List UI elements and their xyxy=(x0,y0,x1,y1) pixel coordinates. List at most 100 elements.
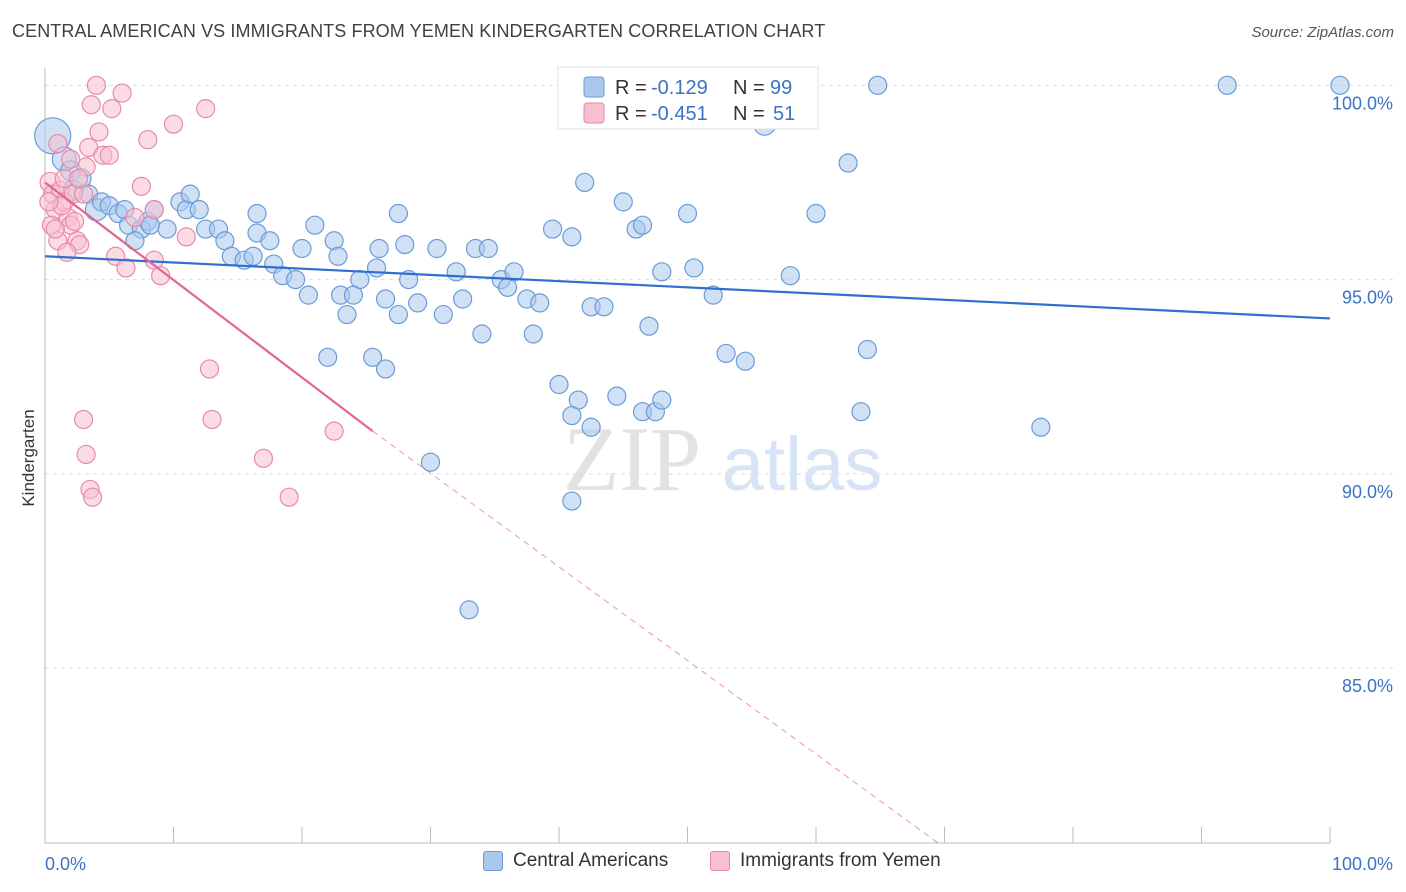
point-central-americans xyxy=(363,347,383,367)
point-central-americans xyxy=(420,452,441,472)
point-central-americans xyxy=(375,289,396,309)
point-central-americans xyxy=(328,246,348,266)
point-central-americans xyxy=(459,600,479,620)
point-immigrants-from-yemen xyxy=(73,409,94,430)
bottom-legend-swatch-blue xyxy=(483,851,503,871)
point-immigrants-from-yemen xyxy=(176,227,196,247)
point-central-americans xyxy=(305,215,325,235)
point-immigrants-from-yemen xyxy=(64,211,85,231)
point-central-americans xyxy=(180,184,200,204)
point-central-americans xyxy=(395,235,415,255)
y-tick-label: 100.0% xyxy=(1332,93,1393,113)
point-central-americans xyxy=(677,203,698,224)
point-central-americans xyxy=(298,285,319,305)
point-central-americans xyxy=(562,491,582,511)
point-immigrants-from-yemen xyxy=(76,444,96,465)
point-central-americans xyxy=(243,246,263,266)
bottom-legend-label-1: Central Americans xyxy=(513,850,669,871)
point-central-americans xyxy=(530,293,550,313)
point-central-americans xyxy=(684,258,704,278)
trend-line-immigrants-from-yemen xyxy=(44,181,374,433)
point-central-americans xyxy=(652,262,672,282)
point-central-americans xyxy=(607,386,627,406)
point-immigrants-from-yemen xyxy=(86,75,107,95)
point-immigrants-from-yemen xyxy=(89,122,109,142)
watermark-atlas: atlas xyxy=(722,422,883,507)
point-immigrants-from-yemen xyxy=(199,359,220,379)
point-central-americans xyxy=(613,192,633,212)
point-immigrants-from-yemen xyxy=(102,99,122,119)
point-central-americans xyxy=(735,351,755,371)
point-immigrants-from-yemen xyxy=(39,192,59,212)
y-axis-label: Kindergarten xyxy=(19,409,38,506)
point-central-americans xyxy=(260,231,280,251)
point-central-americans xyxy=(318,347,338,367)
point-central-americans xyxy=(594,297,614,317)
point-immigrants-from-yemen xyxy=(138,130,158,150)
point-central-americans xyxy=(189,200,209,220)
y-tick-label: 85.0% xyxy=(1342,676,1393,696)
point-central-americans xyxy=(581,417,601,437)
point-immigrants-from-yemen xyxy=(202,409,222,430)
point-central-americans xyxy=(337,304,357,325)
point-immigrants-from-yemen xyxy=(82,487,103,507)
point-central-americans xyxy=(375,359,396,379)
point-immigrants-from-yemen xyxy=(324,421,344,441)
point-immigrants-from-yemen xyxy=(81,95,101,115)
trend-lines xyxy=(44,181,1331,844)
legend-swatch-blue xyxy=(583,76,605,98)
legend-swatch-pink xyxy=(583,102,605,124)
watermark: ZIP atlas xyxy=(563,408,882,510)
point-central-americans xyxy=(838,153,858,173)
point-central-americans xyxy=(388,203,408,224)
series-immigrants-from-yemen xyxy=(39,75,344,507)
bottom-legend-swatch-pink xyxy=(710,851,730,871)
point-central-americans xyxy=(639,316,659,336)
point-central-americans xyxy=(366,258,387,278)
point-central-americans xyxy=(408,293,428,313)
point-central-americans xyxy=(562,405,582,426)
point-central-americans xyxy=(575,172,595,193)
point-central-americans xyxy=(716,343,736,364)
point-central-americans xyxy=(343,285,363,305)
point-central-americans xyxy=(562,227,582,247)
point-central-americans xyxy=(478,238,498,259)
bottom-legend-label-2: Immigrants from Yemen xyxy=(740,850,941,871)
legend-n-value-1: 99 xyxy=(770,77,792,99)
legend-n-label-2: N = xyxy=(733,103,765,125)
point-central-americans xyxy=(549,374,569,395)
point-central-americans xyxy=(868,75,888,95)
bottom-legend-item-yemen: Immigrants from Yemen xyxy=(710,850,941,872)
point-central-americans xyxy=(780,266,800,286)
point-central-americans xyxy=(472,324,492,344)
x-tick-label: 0.0% xyxy=(45,854,86,874)
point-central-americans xyxy=(857,339,878,360)
point-central-americans xyxy=(1031,417,1051,437)
point-central-americans xyxy=(446,262,466,282)
legend-r-value-1: -0.129 xyxy=(651,77,708,99)
legend-r-label-1: R = xyxy=(615,77,647,99)
point-central-americans xyxy=(292,238,312,259)
point-immigrants-from-yemen xyxy=(279,487,299,507)
point-immigrants-from-yemen xyxy=(144,200,164,220)
point-immigrants-from-yemen xyxy=(112,83,132,103)
legend-n-label-1: N = xyxy=(733,77,765,99)
y-tick-label: 90.0% xyxy=(1342,482,1393,502)
point-central-americans xyxy=(652,390,672,410)
point-central-americans xyxy=(523,324,543,344)
point-immigrants-from-yemen xyxy=(61,149,81,169)
point-central-americans xyxy=(247,203,267,224)
point-central-americans xyxy=(703,285,723,305)
point-immigrants-from-yemen xyxy=(99,145,119,165)
point-immigrants-from-yemen xyxy=(131,176,151,196)
legend-r-value-2: -0.451 xyxy=(651,103,708,125)
point-immigrants-from-yemen xyxy=(253,448,274,468)
trend-line-central-americans xyxy=(44,255,1331,320)
tick-labels: 85.0% 90.0% 95.0% 100.0% 0.0% 100.0% xyxy=(45,93,1393,874)
point-central-americans xyxy=(632,215,653,235)
point-central-americans xyxy=(1330,75,1350,95)
bottom-legend: Central Americans Immigrants from Yemen xyxy=(0,850,1406,880)
point-central-americans xyxy=(1217,75,1237,95)
point-immigrants-from-yemen xyxy=(116,258,136,278)
y-tick-label: 95.0% xyxy=(1342,288,1393,308)
